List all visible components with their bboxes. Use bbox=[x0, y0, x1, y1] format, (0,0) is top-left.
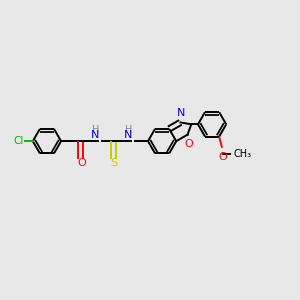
Text: CH₃: CH₃ bbox=[234, 148, 252, 159]
Text: S: S bbox=[111, 158, 118, 168]
Text: H: H bbox=[125, 125, 132, 135]
Text: O: O bbox=[184, 139, 194, 149]
Text: O: O bbox=[218, 152, 227, 162]
Text: O: O bbox=[77, 158, 85, 168]
Text: N: N bbox=[124, 130, 133, 140]
Text: Cl: Cl bbox=[13, 136, 23, 146]
Text: N: N bbox=[91, 130, 100, 140]
Text: H: H bbox=[92, 125, 99, 135]
Text: N: N bbox=[177, 108, 185, 118]
